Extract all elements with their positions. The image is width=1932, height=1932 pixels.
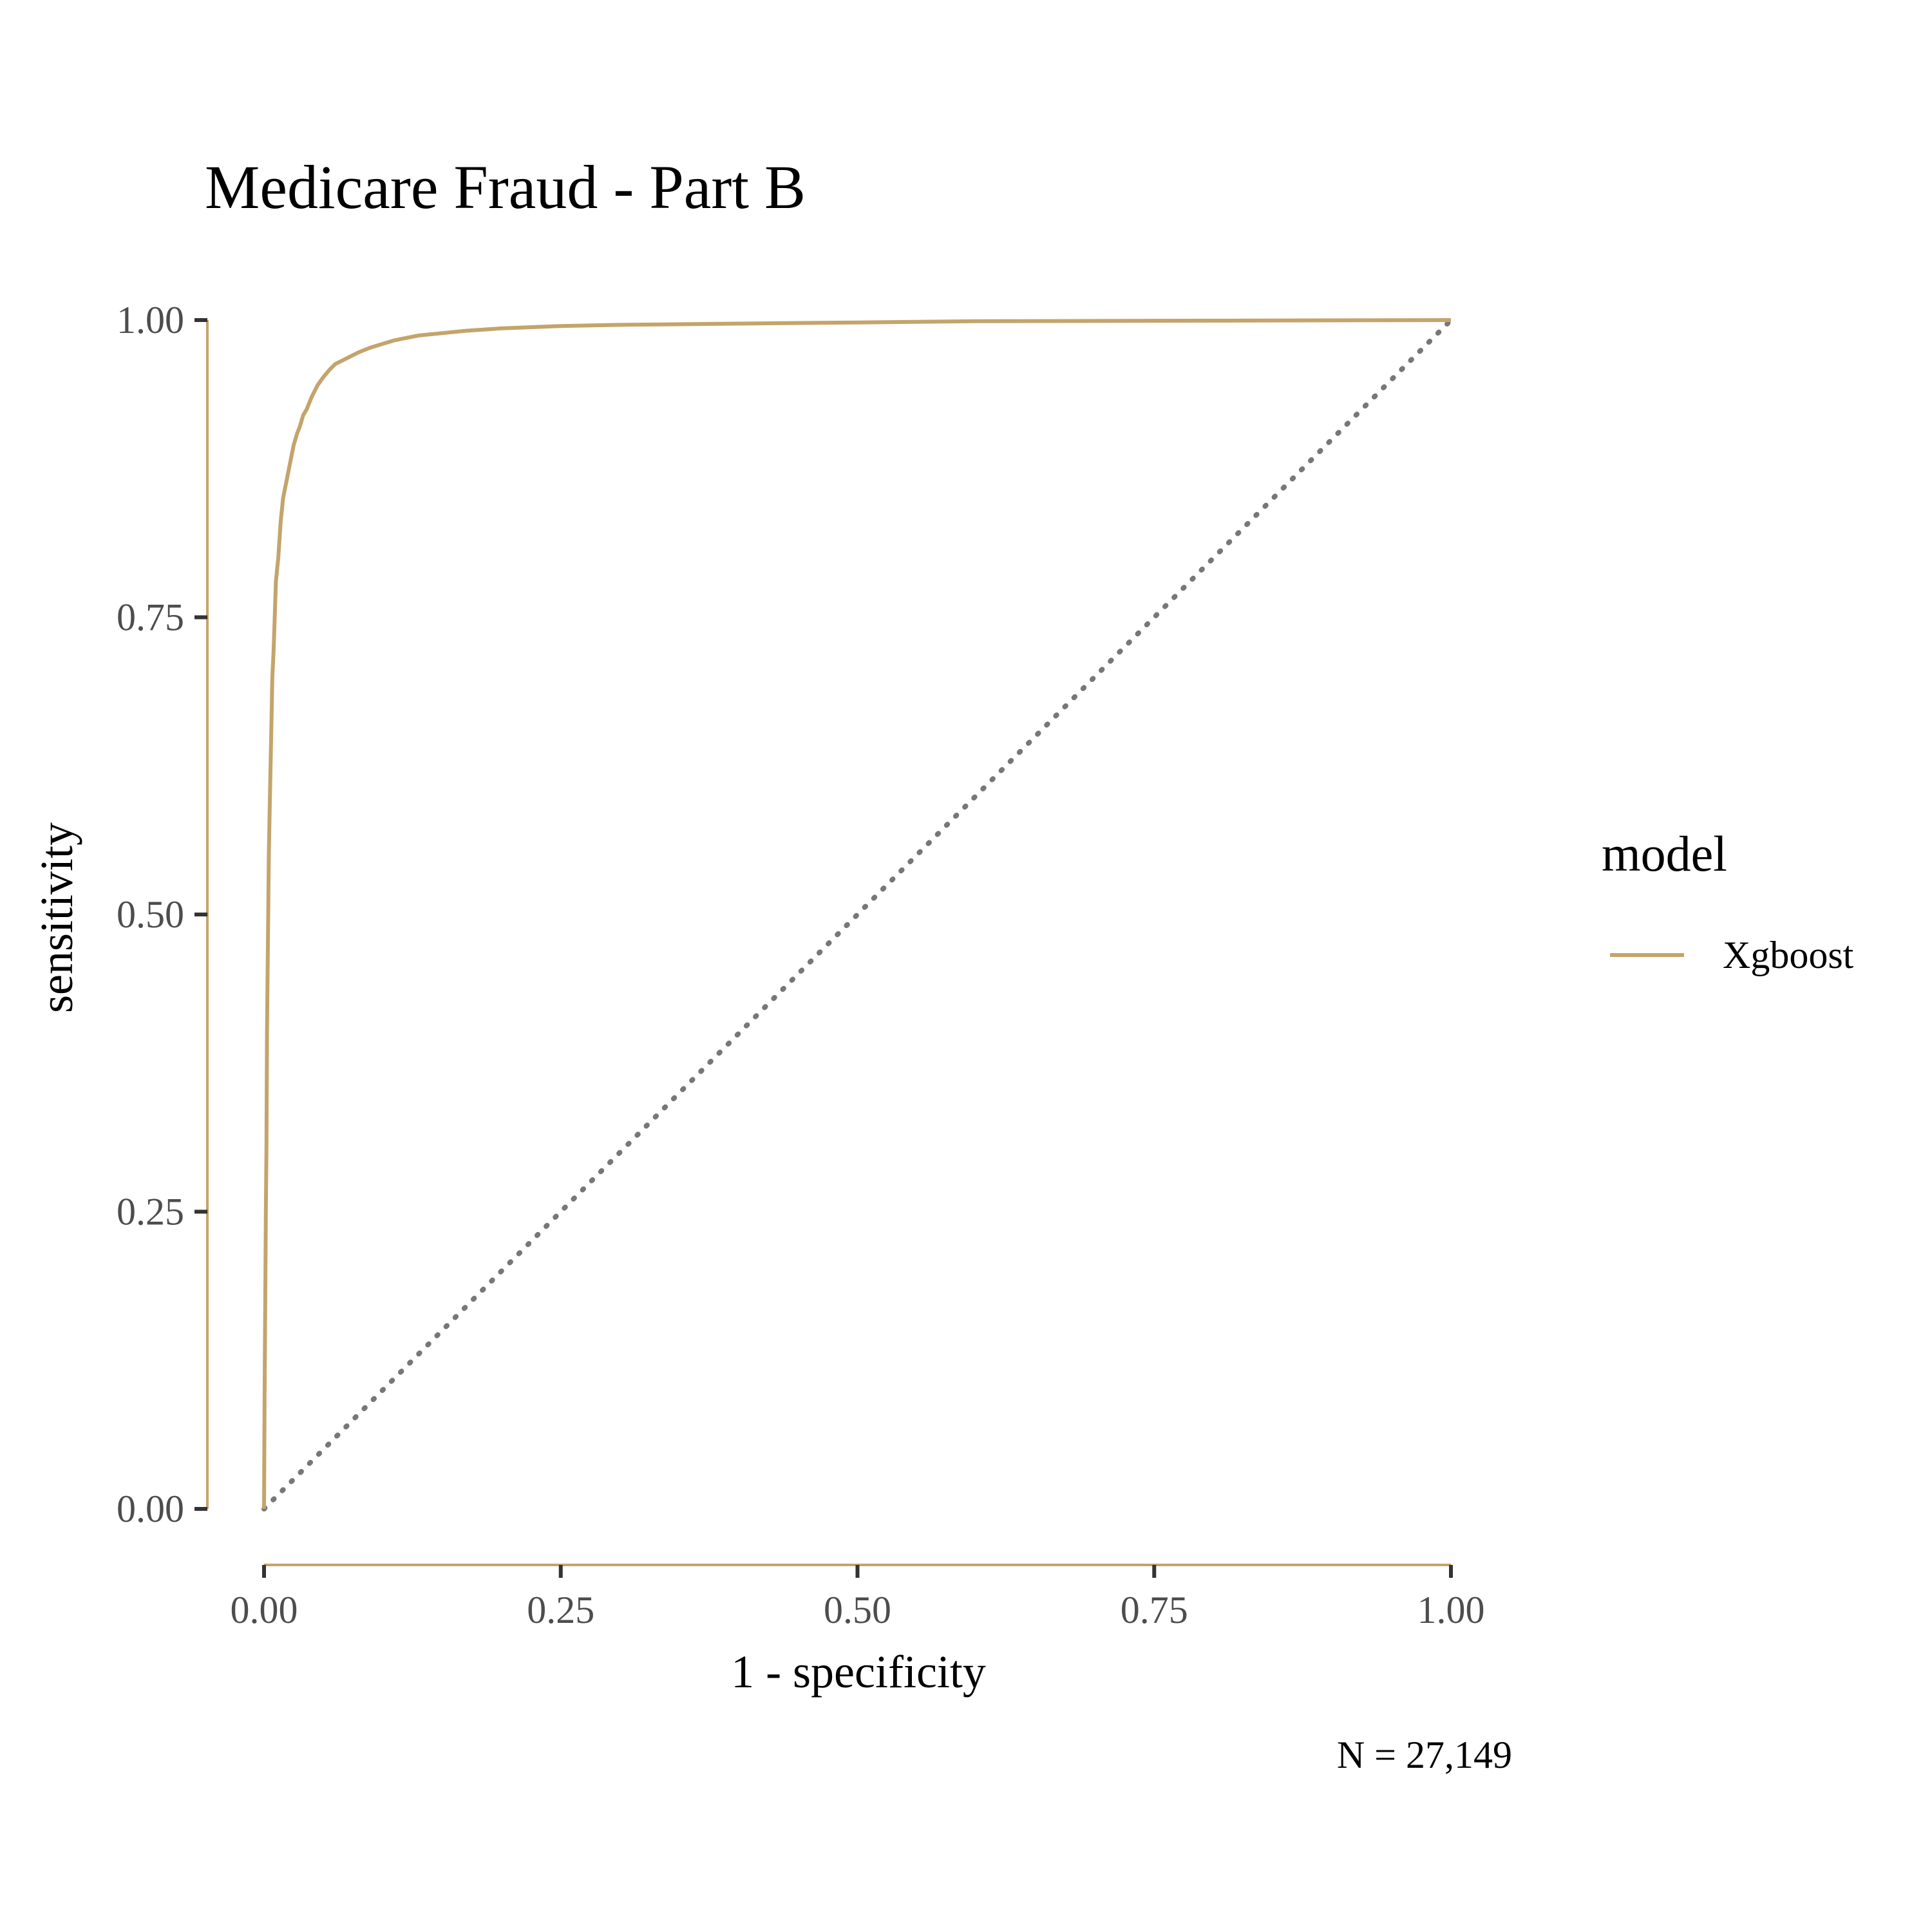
- x-tick-label: 0.50: [824, 1589, 891, 1631]
- legend-label-xgboost: Xgboost: [1723, 934, 1854, 976]
- caption: N = 27,149: [1337, 1734, 1512, 1776]
- x-tick-label: 1.00: [1417, 1589, 1485, 1631]
- reference-diagonal: [261, 317, 1454, 1511]
- axes: 0.00 0.25 0.50 0.75 1.00 0.00 0.25 0.50 0.75 1.00: [117, 299, 1485, 1631]
- reference-line: [261, 317, 1454, 1511]
- y-tick-label: 0.50: [117, 893, 184, 936]
- x-tick-label: 0.25: [527, 1589, 594, 1631]
- y-axis-label: sensitivity: [31, 822, 82, 1013]
- chart-title: Medicare Fraud - Part B: [205, 153, 806, 222]
- y-tick-label: 0.25: [117, 1191, 184, 1233]
- series-layer: [262, 318, 1452, 1510]
- x-tick-label: 0.75: [1121, 1589, 1188, 1631]
- legend-title: model: [1602, 826, 1727, 882]
- legend: model Xgboost: [1602, 826, 1854, 976]
- y-tick-label: 0.75: [117, 596, 184, 639]
- series-line-xgboost: [262, 318, 1452, 1510]
- y-tick-label: 0.00: [117, 1488, 184, 1530]
- y-tick-label: 1.00: [117, 299, 184, 341]
- x-axis-label: 1 - specificity: [731, 1646, 986, 1698]
- x-tick-label: 0.00: [231, 1589, 298, 1631]
